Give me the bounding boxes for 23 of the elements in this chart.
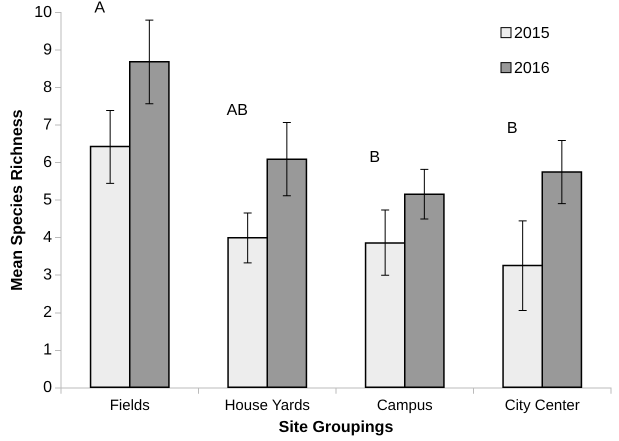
y-tick-label: 3 <box>43 266 52 284</box>
legend-label: 2015 <box>514 25 550 42</box>
y-tick-label: 6 <box>43 154 52 172</box>
y-axis-title: Mean Species Richness <box>9 109 26 291</box>
annotation: AB <box>226 102 248 119</box>
legend-label: 2016 <box>514 60 550 78</box>
y-tick-label: 0 <box>43 379 52 396</box>
annotation: A <box>94 0 106 17</box>
x-tick-label: House Yards <box>224 396 310 414</box>
y-tick-label: 9 <box>43 42 52 59</box>
y-tick-label: 10 <box>34 4 52 22</box>
annotation: B <box>506 120 518 137</box>
y-tick-label: 2 <box>43 304 52 322</box>
y-tick-label: 4 <box>43 229 52 246</box>
y-tick-label: 1 <box>43 342 52 359</box>
x-tick-label: Campus <box>376 396 433 414</box>
y-tick-label: 5 <box>43 192 52 209</box>
y-tick-label: 7 <box>43 116 52 134</box>
y-tick-label: 8 <box>43 79 52 96</box>
x-tick-label: City Center <box>504 396 580 414</box>
annotation: B <box>369 148 380 166</box>
x-axis-title: Site Groupings <box>278 418 394 436</box>
x-tick-label: Fields <box>110 396 150 414</box>
